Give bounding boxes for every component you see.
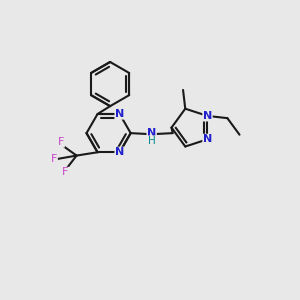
Text: F: F — [51, 154, 57, 164]
Text: F: F — [58, 137, 64, 147]
Text: N: N — [115, 147, 124, 157]
Text: N: N — [115, 109, 124, 119]
Text: N: N — [203, 111, 212, 121]
Text: N: N — [203, 134, 212, 144]
Text: N: N — [147, 128, 156, 138]
Text: H: H — [148, 136, 155, 146]
Text: F: F — [62, 167, 69, 177]
